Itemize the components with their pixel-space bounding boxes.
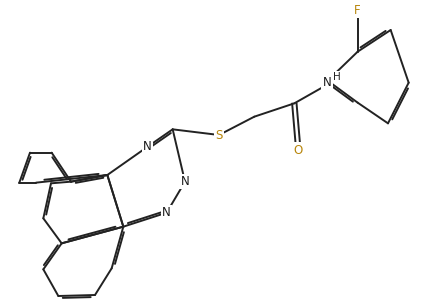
Text: S: S [215,129,223,142]
Text: O: O [294,143,303,157]
Text: N: N [181,175,189,188]
Text: F: F [354,4,361,17]
Text: N: N [143,140,152,153]
Text: N: N [323,76,331,89]
Text: H: H [333,72,341,82]
Text: N: N [162,206,171,219]
